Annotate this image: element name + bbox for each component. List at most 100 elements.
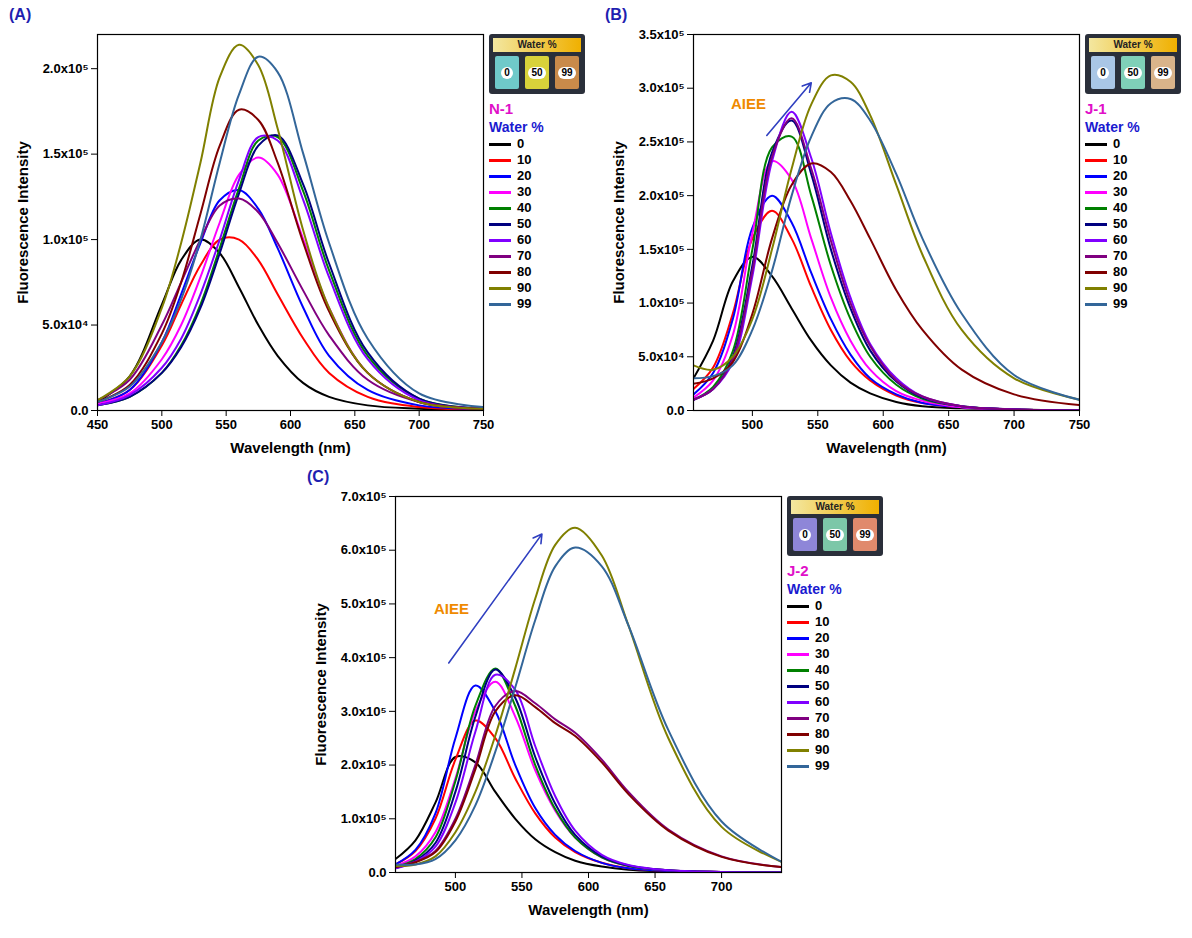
svg-text:550: 550	[807, 417, 829, 432]
html-text:50: 50	[517, 216, 532, 231]
html-text:60: 60	[517, 232, 532, 247]
html-text:40: 40	[815, 662, 830, 677]
svg-text:0.0: 0.0	[368, 865, 386, 880]
svg-text:0.0: 0.0	[70, 403, 88, 418]
html-text:60: 60	[1113, 232, 1128, 247]
html-text:0: 0	[517, 136, 525, 151]
html-text:40: 40	[1113, 200, 1128, 215]
svg-text:Fluorescence Intensity: Fluorescence Intensity	[610, 141, 627, 304]
html-text:90: 90	[1113, 280, 1128, 295]
html-text:0: 0	[815, 598, 823, 613]
html-text:20: 20	[1113, 168, 1128, 183]
svg-text:2.0x10⁵: 2.0x10⁵	[341, 757, 387, 772]
svg-text:1.0x10⁵: 1.0x10⁵	[341, 811, 387, 826]
html-text:50: 50	[815, 678, 830, 693]
html-text:Water %: Water %	[1113, 39, 1153, 50]
svg-text:650: 650	[344, 417, 366, 432]
svg-text:Wavelength (nm): Wavelength (nm)	[826, 439, 946, 456]
html-text:99: 99	[815, 758, 830, 773]
svg-text:Wavelength (nm): Wavelength (nm)	[230, 439, 350, 456]
svg-text:0.0: 0.0	[666, 403, 684, 418]
html-text:N-1: N-1	[489, 100, 514, 117]
svg-text:600: 600	[578, 879, 600, 894]
html-text:Water %: Water %	[815, 501, 855, 512]
html-text:J-1: J-1	[1085, 100, 1107, 117]
svg-text:6.0x10⁵: 6.0x10⁵	[341, 542, 387, 557]
svg-text:750: 750	[1069, 417, 1091, 432]
svg-text:700: 700	[408, 417, 430, 432]
html-text:0: 0	[504, 66, 510, 78]
html-text:30: 30	[1113, 184, 1128, 199]
html-text:99: 99	[859, 528, 871, 540]
html-text:50: 50	[1113, 216, 1128, 231]
svg-text:Fluorescence Intensity: Fluorescence Intensity	[312, 603, 329, 766]
html-text:20: 20	[815, 630, 830, 645]
svg-text:7.0x10⁵: 7.0x10⁵	[341, 489, 387, 504]
html-text:90: 90	[815, 742, 830, 757]
html-text:Water %: Water %	[517, 39, 557, 50]
html-text:20: 20	[517, 168, 532, 183]
html-text:99: 99	[561, 66, 573, 78]
svg-text:2.5x10⁵: 2.5x10⁵	[639, 134, 685, 149]
html-text:80: 80	[815, 726, 830, 741]
svg-text:2.0x10⁵: 2.0x10⁵	[639, 188, 685, 203]
svg-text:1.5x10⁵: 1.5x10⁵	[43, 146, 89, 161]
svg-text:600: 600	[872, 417, 894, 432]
html-text:10: 10	[815, 614, 830, 629]
svg-text:AIEE: AIEE	[731, 95, 766, 112]
svg-text:600: 600	[280, 417, 302, 432]
svg-text:650: 650	[938, 417, 960, 432]
svg-text:3.0x10⁵: 3.0x10⁵	[639, 80, 685, 95]
svg-text:550: 550	[511, 879, 533, 894]
svg-text:5.0x10⁴: 5.0x10⁴	[42, 317, 88, 332]
svg-text:5.0x10⁴: 5.0x10⁴	[638, 349, 684, 364]
svg-text:1.5x10⁵: 1.5x10⁵	[639, 242, 685, 257]
html-text:70: 70	[815, 710, 830, 725]
html-text:Water %: Water %	[489, 119, 544, 135]
svg-text:2.0x10⁵: 2.0x10⁵	[43, 61, 89, 76]
html-text:70: 70	[517, 248, 532, 263]
svg-text:Fluorescence Intensity: Fluorescence Intensity	[14, 141, 31, 304]
html-text:99: 99	[517, 296, 532, 311]
html-text:50: 50	[531, 66, 543, 78]
svg-text:3.5x10⁵: 3.5x10⁵	[639, 27, 685, 42]
html-text:30: 30	[815, 646, 830, 661]
svg-text:500: 500	[742, 417, 764, 432]
html-text:0: 0	[1100, 66, 1106, 78]
svg-text:550: 550	[215, 417, 237, 432]
svg-text:5.0x10⁵: 5.0x10⁵	[341, 596, 387, 611]
svg-text:3.0x10⁵: 3.0x10⁵	[341, 704, 387, 719]
svg-text:500: 500	[151, 417, 173, 432]
svg-text:Wavelength (nm): Wavelength (nm)	[528, 901, 648, 918]
html-text:80: 80	[1113, 264, 1128, 279]
html-text:50: 50	[829, 528, 841, 540]
html-text:99: 99	[1113, 296, 1128, 311]
svg-text:750: 750	[473, 417, 495, 432]
svg-text:500: 500	[445, 879, 467, 894]
html-text:90: 90	[517, 280, 532, 295]
svg-text:700: 700	[711, 879, 733, 894]
html-text:(C): (C)	[307, 468, 330, 485]
svg-text:650: 650	[644, 879, 666, 894]
svg-text:4.0x10⁵: 4.0x10⁵	[341, 650, 387, 665]
html-text:Water %: Water %	[787, 581, 842, 597]
html-text:40: 40	[517, 200, 532, 215]
html-text:50: 50	[1127, 66, 1139, 78]
svg-text:450: 450	[87, 417, 109, 432]
html-text:(B): (B)	[605, 6, 628, 23]
html-text:Water %: Water %	[1085, 119, 1140, 135]
html-text:70: 70	[1113, 248, 1128, 263]
html-text:60: 60	[815, 694, 830, 709]
html-text:10: 10	[1113, 152, 1128, 167]
html-text:80: 80	[517, 264, 532, 279]
svg-text:AIEE: AIEE	[434, 600, 469, 617]
html-text:30: 30	[517, 184, 532, 199]
svg-text:1.0x10⁵: 1.0x10⁵	[639, 295, 685, 310]
svg-text:1.0x10⁵: 1.0x10⁵	[43, 232, 89, 247]
svg-text:700: 700	[1003, 417, 1025, 432]
html-text:10: 10	[517, 152, 532, 167]
html-text:99: 99	[1157, 66, 1169, 78]
html-text:J-2: J-2	[787, 562, 809, 579]
html-text:(A): (A)	[9, 6, 32, 23]
html-text:0: 0	[1113, 136, 1121, 151]
